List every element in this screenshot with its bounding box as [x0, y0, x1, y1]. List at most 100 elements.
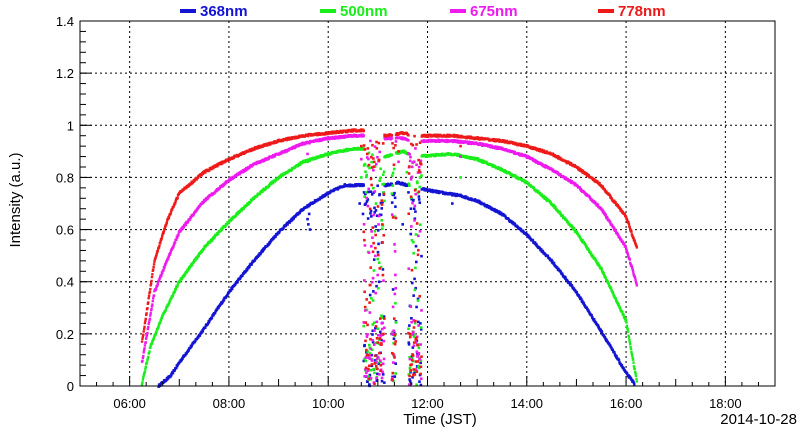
data-point	[515, 175, 518, 178]
data-point	[619, 307, 622, 310]
data-point	[627, 221, 630, 224]
data-point	[150, 305, 154, 308]
data-point	[445, 135, 449, 138]
data-point	[393, 191, 396, 195]
data-point	[409, 369, 413, 372]
data-point	[188, 267, 191, 270]
data-point	[410, 175, 414, 179]
data-point	[606, 279, 609, 283]
data-point	[159, 242, 162, 245]
data-point	[519, 227, 523, 231]
data-point	[417, 169, 421, 172]
data-point	[366, 323, 369, 327]
data-point	[143, 321, 147, 325]
data-point	[568, 281, 571, 284]
data-point	[476, 157, 480, 160]
data-point	[600, 330, 604, 334]
data-point	[163, 227, 167, 230]
data-point	[390, 332, 394, 336]
data-point	[627, 223, 631, 226]
data-point	[625, 321, 628, 324]
data-point	[154, 256, 157, 259]
data-point	[383, 326, 386, 330]
data-point	[430, 190, 433, 193]
data-point	[376, 333, 380, 337]
data-point	[392, 352, 395, 356]
data-point	[634, 278, 637, 282]
data-point	[626, 219, 629, 222]
data-point	[449, 152, 452, 155]
data-point	[334, 131, 338, 135]
data-point	[542, 195, 546, 199]
data-point	[283, 150, 287, 154]
data-point	[161, 234, 164, 237]
data-point	[180, 358, 183, 362]
data-point	[146, 358, 149, 362]
data-point	[412, 326, 416, 329]
data-point	[362, 191, 366, 194]
data-point	[603, 211, 606, 215]
data-point	[372, 165, 376, 169]
data-point	[142, 330, 145, 333]
data-point	[576, 232, 580, 236]
data-point	[255, 257, 258, 260]
data-point	[363, 148, 367, 151]
data-point	[415, 163, 418, 167]
data-point	[372, 168, 375, 172]
data-point	[566, 219, 569, 223]
data-point	[410, 225, 413, 228]
data-point	[200, 202, 204, 205]
data-point	[376, 184, 379, 188]
data-point	[181, 357, 184, 360]
data-point	[394, 362, 397, 365]
data-point	[175, 366, 178, 369]
data-point	[581, 169, 585, 173]
data-point	[612, 292, 615, 295]
data-point	[372, 241, 375, 245]
data-point	[513, 150, 516, 154]
data-point	[561, 214, 564, 217]
data-point	[382, 191, 385, 194]
data-point	[144, 317, 147, 321]
data-point	[556, 266, 559, 269]
data-point	[344, 149, 348, 152]
data-point	[369, 376, 373, 380]
data-point	[258, 161, 261, 165]
data-point	[141, 337, 144, 340]
data-point	[377, 280, 381, 284]
data-point	[408, 374, 411, 378]
data-point	[414, 340, 418, 344]
data-point	[422, 135, 426, 138]
data-point	[373, 145, 377, 148]
data-point	[142, 374, 145, 377]
data-point	[177, 233, 180, 236]
data-point	[597, 262, 600, 265]
data-point	[407, 139, 410, 142]
data-point	[378, 317, 382, 320]
data-point	[401, 151, 404, 154]
data-point	[140, 383, 144, 386]
data-point	[173, 290, 176, 294]
data-point	[450, 192, 453, 195]
data-point	[381, 273, 385, 277]
data-point	[563, 175, 566, 179]
data-point	[383, 199, 386, 203]
data-point	[393, 196, 397, 200]
data-point	[147, 321, 151, 324]
data-point	[308, 228, 312, 231]
data-point	[376, 250, 380, 254]
data-point	[367, 151, 371, 155]
data-point	[377, 158, 381, 162]
data-point	[414, 147, 417, 150]
data-point	[599, 328, 603, 331]
data-point	[414, 338, 418, 341]
data-point	[409, 155, 412, 159]
data-point	[408, 383, 411, 386]
data-point	[372, 367, 375, 371]
data-point	[611, 224, 614, 227]
data-point	[296, 164, 300, 168]
data-point	[572, 227, 576, 230]
data-point	[143, 370, 147, 373]
data-point	[499, 167, 502, 170]
data-point	[569, 282, 572, 286]
